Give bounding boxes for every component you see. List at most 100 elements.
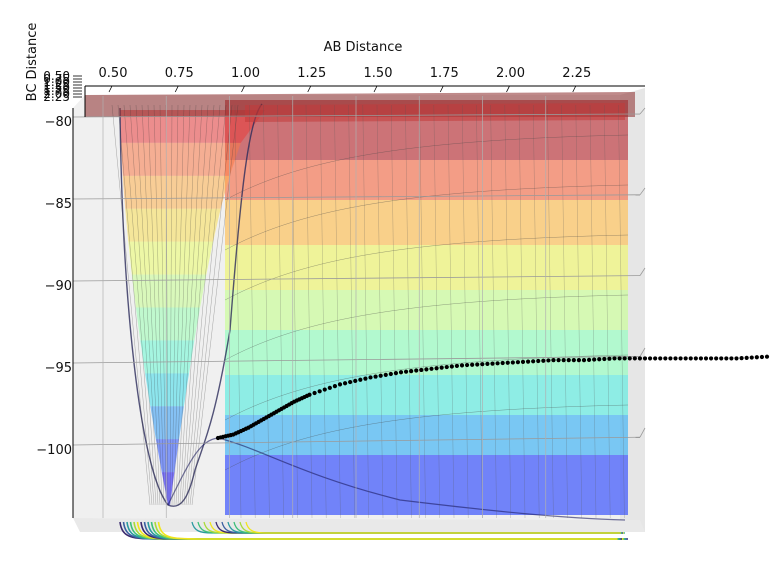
x-tick-label: 0.50 [99, 66, 128, 81]
contour-line [245, 521, 621, 534]
surface-band [225, 290, 628, 330]
mesh-line [334, 104, 341, 519]
x-tick-label: 1.50 [364, 66, 393, 81]
trajectory-point [612, 356, 617, 361]
trajectory-point [388, 371, 393, 377]
mesh-curve [224, 134, 629, 201]
well-layer [125, 208, 221, 242]
trajectory-point [581, 358, 587, 363]
x-tick [572, 85, 577, 93]
trajectory-point [586, 357, 592, 362]
grid-lines [72, 96, 646, 518]
well-layer [128, 241, 214, 275]
mesh-line [234, 104, 242, 519]
mesh-line [189, 104, 233, 506]
x-tick [108, 85, 113, 93]
trajectory-point [576, 358, 582, 363]
mesh-line [391, 104, 398, 519]
mesh-line [117, 104, 153, 506]
trajectory-point [632, 356, 637, 361]
trajectory-point [637, 356, 643, 361]
trajectory-point [734, 356, 739, 361]
energy-surface [85, 92, 635, 521]
mesh-line [305, 104, 313, 519]
trajectory-point [759, 354, 765, 360]
grid-line-z-side [639, 187, 646, 196]
trajectory-point [520, 359, 526, 364]
z-tick-label: −90 [45, 279, 72, 294]
trajectory-point [688, 356, 693, 361]
trajectory-point [337, 382, 343, 387]
trajectory-point [327, 385, 332, 390]
trajectory-point [505, 360, 510, 365]
mesh-line [376, 104, 384, 519]
mesh-line [462, 104, 469, 519]
x-tick [373, 85, 378, 93]
trajectory-point [627, 356, 632, 361]
trajectory-point [353, 378, 358, 384]
well-layer [135, 307, 201, 341]
trajectory-point [475, 362, 480, 367]
mesh-curve [224, 184, 629, 251]
mesh-line [320, 104, 327, 519]
z-tick-label: −80 [45, 115, 72, 130]
trajectory-point [536, 358, 541, 364]
mesh-line [433, 104, 440, 519]
z-tick-label: −85 [45, 197, 72, 212]
trajectory-point [546, 358, 551, 363]
trajectory-point [393, 371, 399, 376]
grid-line-z-side [639, 427, 646, 438]
grid-line-z-side [639, 267, 646, 276]
trajectory-point [307, 392, 312, 397]
trajectory-point [541, 358, 546, 363]
trajectory-point [525, 359, 531, 364]
x-tick-label: 1.00 [231, 66, 260, 81]
trajectory-point [424, 367, 429, 372]
mesh-line [533, 104, 540, 519]
z-tick-label: −100 [36, 443, 72, 458]
trajectory-point [729, 356, 734, 361]
trajectory-point [658, 356, 663, 361]
y-tick-label: 1.25 [43, 78, 70, 92]
x-tick [506, 85, 510, 93]
trajectory-point [764, 354, 770, 359]
trajectory-point [363, 376, 368, 381]
grid-line-z-side [639, 107, 646, 115]
mesh-line [604, 104, 611, 519]
surface-band [225, 415, 628, 455]
trajectory-point [464, 362, 470, 368]
well-layer [155, 439, 180, 473]
trajectory-point [409, 369, 414, 374]
trajectory-point [480, 362, 485, 367]
well-layer [145, 373, 189, 407]
trajectory-point [602, 356, 607, 362]
x-tick-label: 2.25 [562, 66, 591, 81]
trajectory-point [698, 356, 704, 361]
trajectory-points [215, 354, 770, 441]
trajectory-point [322, 387, 327, 392]
trajectory-point [312, 390, 317, 396]
surface-band [225, 245, 628, 290]
trajectory-point [378, 373, 383, 378]
axes [72, 85, 645, 518]
well-outline [119, 103, 263, 507]
trajectory-point [744, 355, 749, 360]
y-tick-label: 1.75 [43, 84, 70, 98]
trajectory-point [434, 366, 439, 371]
trajectory-point [703, 356, 709, 361]
mesh-line [476, 104, 483, 519]
trajectory-point [678, 356, 683, 361]
trajectory-point [449, 364, 454, 369]
mesh-line [171, 104, 179, 506]
mesh-line [181, 104, 209, 506]
grid-line-z-side [639, 347, 646, 357]
x-tick [439, 85, 444, 93]
floor-pane [73, 518, 645, 532]
trajectory-point [414, 368, 419, 373]
mesh-curve [224, 294, 629, 361]
trajectory-point [653, 356, 658, 361]
mesh-line [589, 104, 597, 519]
y-tick-label: 1.50 [43, 81, 70, 95]
mesh-line [419, 104, 426, 519]
trajectory-point [622, 356, 627, 361]
